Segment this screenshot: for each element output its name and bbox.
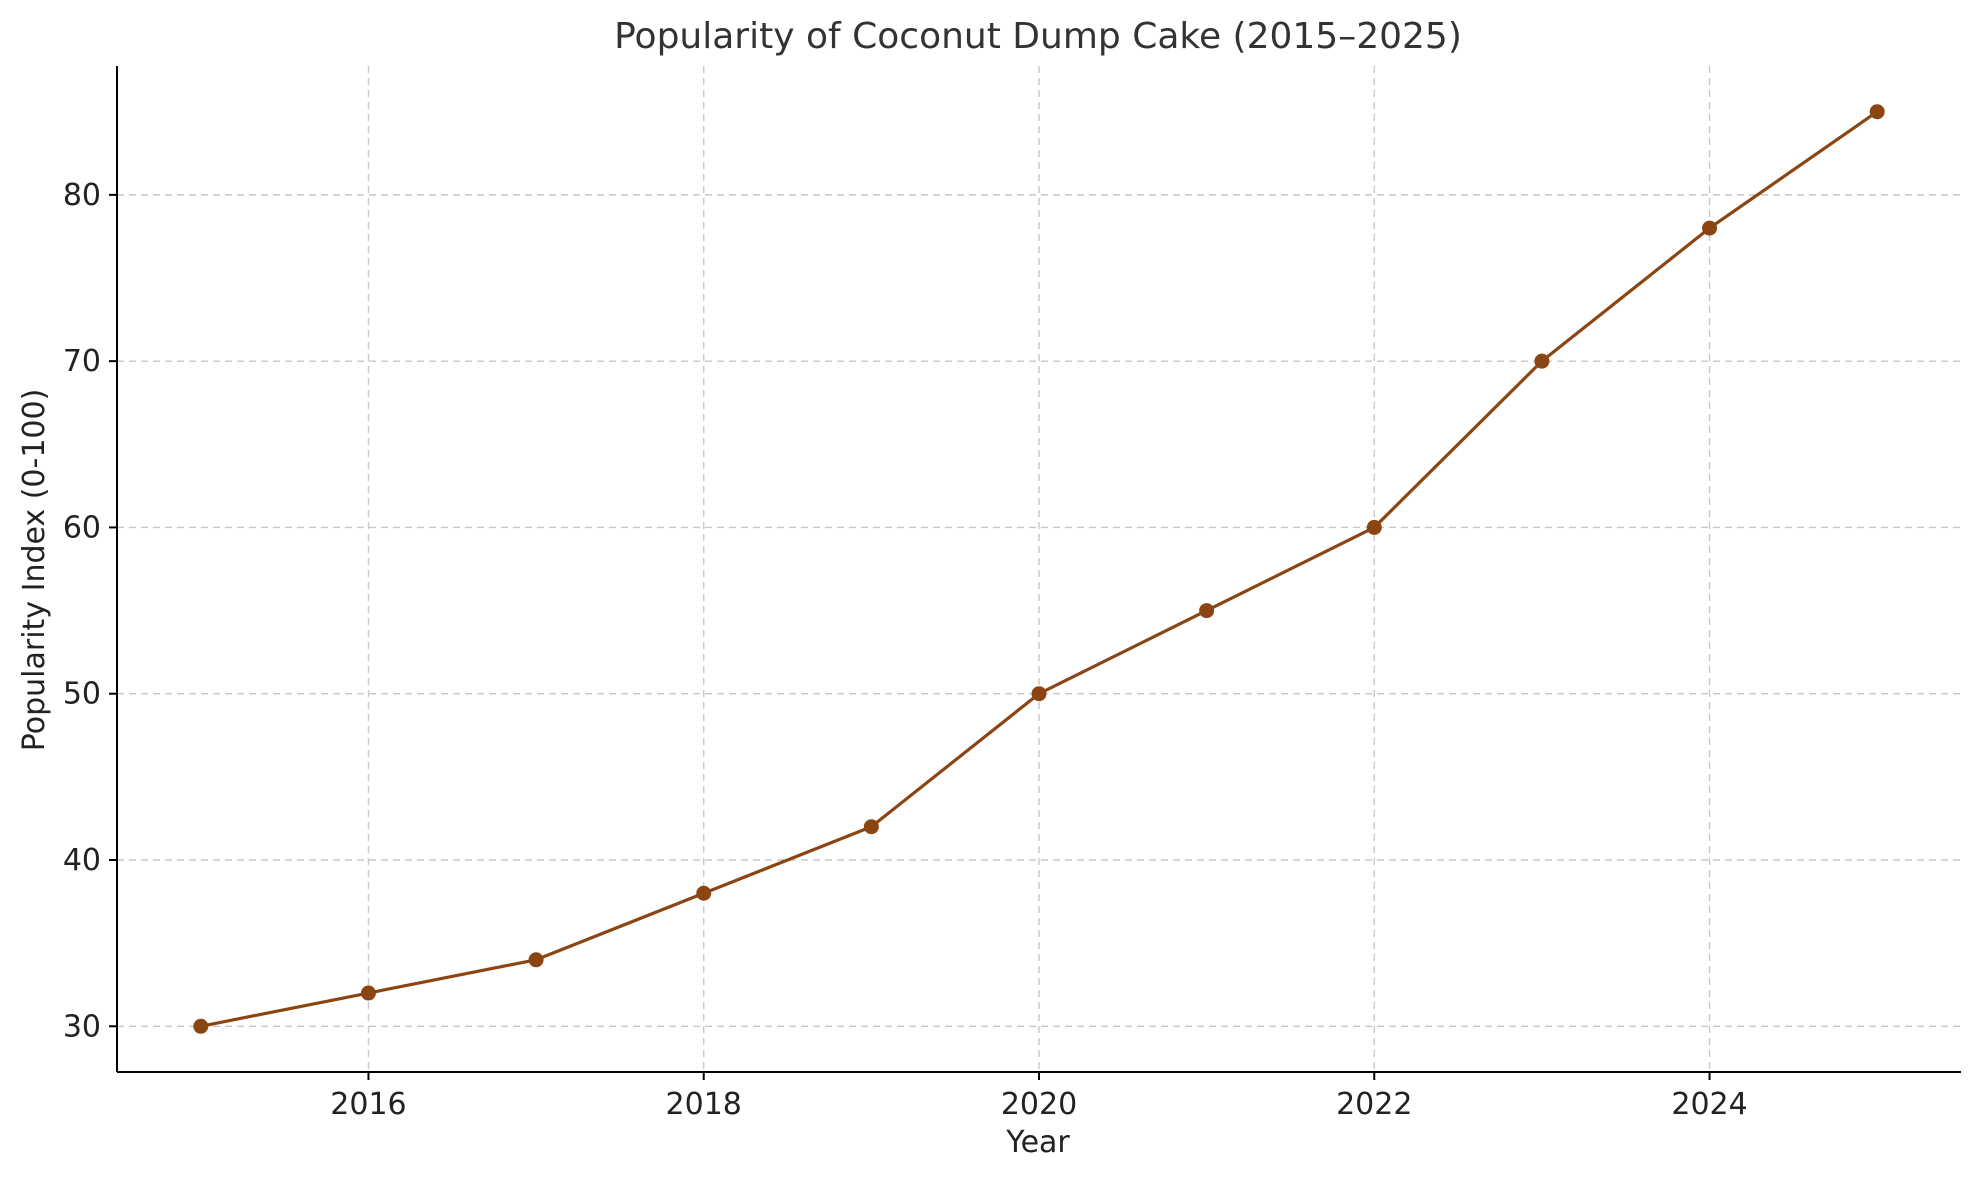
data-point-2023 — [1534, 353, 1550, 369]
x-tick-label: 2024 — [1671, 1087, 1747, 1122]
data-point-2022 — [1366, 519, 1382, 535]
y-tick-label: 30 — [63, 1009, 101, 1044]
data-point-2016 — [360, 985, 376, 1001]
axis-layer: 2016 2018 2020 2022 2024 30 40 50 60 70 80 — [63, 66, 1961, 1122]
data-point-2018 — [696, 885, 712, 901]
x-tick-label: 2020 — [1001, 1087, 1077, 1122]
y-tick-label: 80 — [63, 178, 101, 213]
data-point-2024 — [1702, 220, 1718, 236]
y-tick-label: 40 — [63, 843, 101, 878]
chart-title: Popularity of Coconut Dump Cake (2015–20… — [614, 16, 1462, 57]
y-tick-label: 50 — [63, 677, 101, 712]
data-point-2025 — [1869, 104, 1885, 120]
x-tick-label: 2018 — [666, 1087, 742, 1122]
data-point-2021 — [1199, 603, 1215, 619]
data-point-2020 — [1031, 686, 1047, 702]
y-axis-label: Popularity Index (0-100) — [17, 389, 52, 752]
data-point-2015 — [193, 1018, 209, 1034]
y-tick-label: 60 — [63, 510, 101, 545]
y-tick-label: 70 — [63, 344, 101, 379]
data-point-2019 — [863, 819, 879, 835]
x-tick-label: 2016 — [330, 1087, 406, 1122]
series-layer — [193, 104, 1885, 1034]
grid-layer — [117, 66, 1961, 1072]
x-tick-label: 2022 — [1336, 1087, 1412, 1122]
data-point-2017 — [528, 952, 544, 968]
x-axis-label: Year — [1005, 1125, 1070, 1160]
